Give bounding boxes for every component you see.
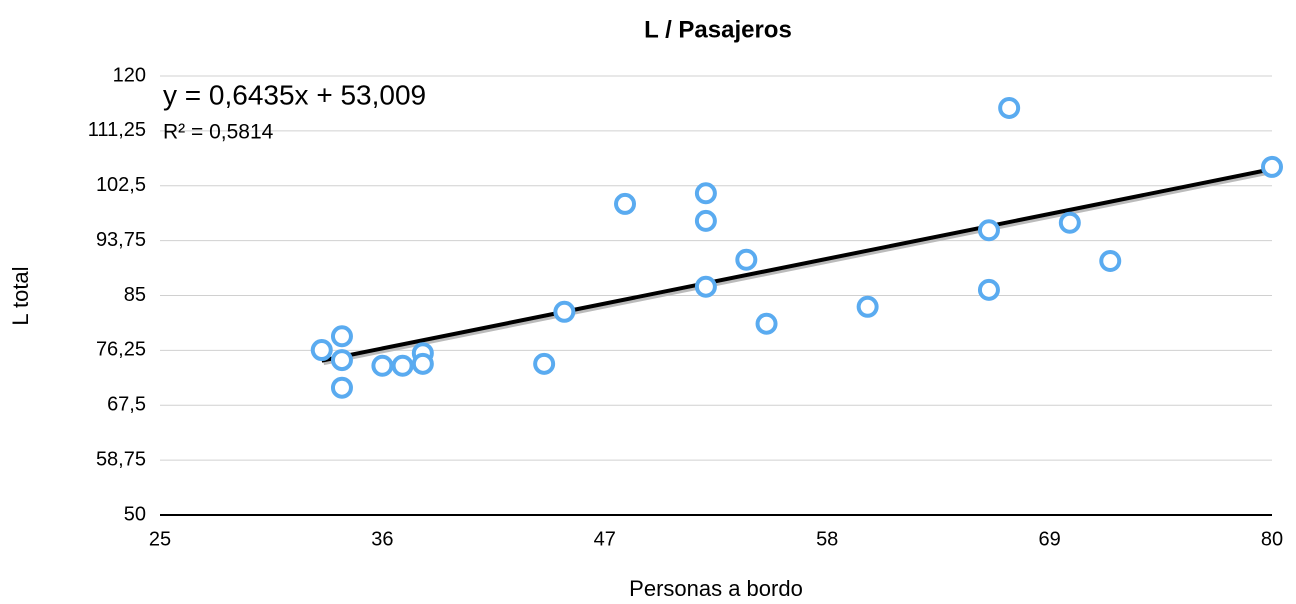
x-tick-label: 36: [371, 528, 393, 550]
point: [977, 278, 1000, 301]
point: [694, 209, 717, 232]
y-tick-label: 120: [113, 64, 146, 86]
point: [1058, 211, 1081, 234]
y-tick-label: 58,75: [96, 448, 146, 470]
y-tick-label: 111,25: [88, 119, 146, 141]
point: [856, 295, 879, 318]
chart-title: L / Pasajeros: [644, 16, 792, 43]
y-tick-label: 102,5: [96, 174, 146, 196]
point: [533, 352, 556, 375]
point: [735, 248, 758, 271]
trendline-equation: y = 0,6435x + 53,009: [163, 79, 426, 110]
x-tick-label: 69: [1038, 528, 1060, 550]
trendline-r2: R² = 0,5814: [163, 121, 274, 144]
point: [310, 339, 333, 362]
trendline: [321, 167, 1273, 363]
y-tick-label: 50: [124, 503, 146, 525]
point: [1261, 155, 1283, 178]
point: [330, 376, 353, 399]
point: [330, 349, 353, 372]
point: [553, 300, 576, 323]
point: [694, 275, 717, 298]
point: [755, 312, 778, 335]
point: [371, 354, 394, 377]
point: [614, 192, 637, 215]
y-axis-label: L total: [8, 266, 33, 325]
y-tick-label: 76,25: [96, 339, 146, 361]
y-tick-label: 93,75: [96, 229, 146, 251]
x-axis-label: Personas a bordo: [629, 576, 803, 601]
point: [391, 354, 414, 377]
point: [1099, 250, 1122, 273]
point: [694, 182, 717, 205]
point: [330, 325, 353, 348]
point: [977, 219, 1000, 242]
trendline-shadow: [323, 170, 1275, 366]
x-tick-label: 58: [816, 528, 838, 550]
x-tick-label: 25: [149, 528, 171, 550]
point: [998, 96, 1021, 119]
x-tick-label: 47: [594, 528, 616, 550]
y-tick-label: 67,5: [107, 394, 146, 416]
point: [411, 352, 434, 375]
y-tick-label: 85: [124, 284, 146, 306]
x-tick-label: 80: [1261, 528, 1283, 550]
